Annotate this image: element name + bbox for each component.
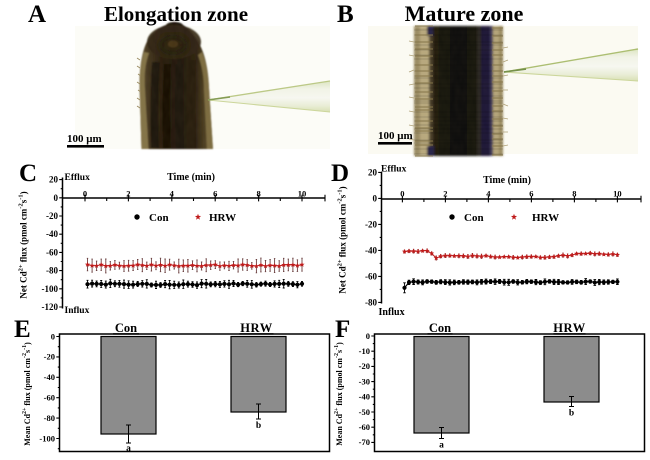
- svg-text:0: 0: [51, 331, 55, 341]
- svg-text:-60: -60: [46, 247, 58, 257]
- svg-text:b: b: [569, 409, 574, 419]
- svg-text:0: 0: [366, 331, 370, 341]
- svg-text:8: 8: [256, 189, 260, 199]
- svg-text:Con: Con: [464, 212, 484, 224]
- svg-text:-60: -60: [359, 422, 370, 432]
- svg-text:D: D: [331, 160, 349, 187]
- svg-text:Con: Con: [429, 321, 451, 335]
- svg-text:2: 2: [126, 189, 130, 199]
- svg-text:-20: -20: [46, 211, 58, 221]
- svg-text:HRW: HRW: [240, 321, 273, 335]
- svg-text:4: 4: [486, 189, 491, 199]
- svg-text:HRW: HRW: [209, 212, 236, 224]
- svg-text:100 μm: 100 μm: [378, 130, 413, 142]
- svg-text:-60: -60: [365, 271, 377, 281]
- svg-text:-40: -40: [44, 372, 55, 382]
- svg-text:Con: Con: [149, 212, 169, 224]
- svg-text:-40: -40: [46, 229, 58, 239]
- svg-text:-120: -120: [42, 302, 59, 312]
- svg-text:Influx: Influx: [65, 306, 90, 316]
- svg-text:-80: -80: [44, 413, 55, 423]
- svg-text:-10: -10: [359, 346, 370, 356]
- svg-text:20: 20: [49, 175, 59, 185]
- svg-text:Net Cd2+ flux (pmol cm-2s-1): Net Cd2+ flux (pmol cm-2s-1): [337, 186, 348, 293]
- svg-text:0: 0: [54, 193, 59, 203]
- svg-text:C: C: [19, 160, 37, 187]
- svg-text:Con: Con: [115, 321, 137, 335]
- svg-text:-50: -50: [359, 407, 370, 417]
- svg-text:Mean Cd2+ flux (pmol cm-2s-1): Mean Cd2+ flux (pmol cm-2s-1): [334, 342, 344, 446]
- svg-text:2: 2: [443, 189, 447, 199]
- svg-text:-30: -30: [359, 376, 370, 386]
- svg-text:Time (min): Time (min): [483, 175, 531, 186]
- svg-text:6: 6: [529, 189, 533, 199]
- svg-text:8: 8: [572, 189, 576, 199]
- svg-text:A: A: [28, 1, 46, 28]
- svg-text:0: 0: [400, 189, 404, 199]
- svg-text:100 μm: 100 μm: [67, 133, 102, 145]
- svg-text:-20: -20: [44, 352, 55, 362]
- svg-text:-60: -60: [44, 393, 55, 403]
- svg-text:Mature zone: Mature zone: [405, 1, 524, 26]
- svg-text:20: 20: [368, 167, 378, 177]
- svg-text:HRW: HRW: [553, 321, 586, 335]
- svg-text:HRW: HRW: [532, 212, 559, 224]
- svg-text:Elongation zone: Elongation zone: [104, 2, 248, 26]
- svg-text:-40: -40: [359, 392, 370, 402]
- svg-text:E: E: [14, 316, 31, 343]
- svg-text:-80: -80: [46, 266, 58, 276]
- svg-text:Influx: Influx: [379, 307, 405, 318]
- svg-text:B: B: [337, 1, 354, 28]
- svg-text:Time (min): Time (min): [167, 172, 215, 183]
- svg-text:Efflux: Efflux: [381, 165, 407, 175]
- svg-text:b: b: [256, 421, 261, 431]
- svg-text:10: 10: [613, 189, 622, 199]
- svg-text:10: 10: [298, 189, 307, 199]
- svg-text:Net Cd2+ flux (pmol cm-2s-1): Net Cd2+ flux (pmol cm-2s-1): [18, 191, 29, 298]
- svg-text:-100: -100: [42, 284, 59, 294]
- svg-text:Mean Cd2+ flux (pmol cm-2s-1): Mean Cd2+ flux (pmol cm-2s-1): [22, 342, 32, 446]
- svg-text:Efflux: Efflux: [65, 173, 91, 183]
- svg-text:-100: -100: [39, 433, 55, 443]
- svg-text:0: 0: [83, 189, 87, 199]
- svg-text:-70: -70: [359, 437, 370, 447]
- svg-text:0: 0: [373, 193, 378, 203]
- svg-text:-20: -20: [359, 361, 370, 371]
- svg-text:-20: -20: [365, 219, 377, 229]
- svg-text:4: 4: [170, 189, 175, 199]
- svg-text:-80: -80: [365, 297, 377, 307]
- svg-text:a: a: [439, 441, 444, 451]
- svg-text:6: 6: [213, 189, 217, 199]
- svg-text:a: a: [126, 444, 131, 454]
- svg-text:-40: -40: [365, 245, 377, 255]
- svg-text:F: F: [335, 316, 350, 343]
